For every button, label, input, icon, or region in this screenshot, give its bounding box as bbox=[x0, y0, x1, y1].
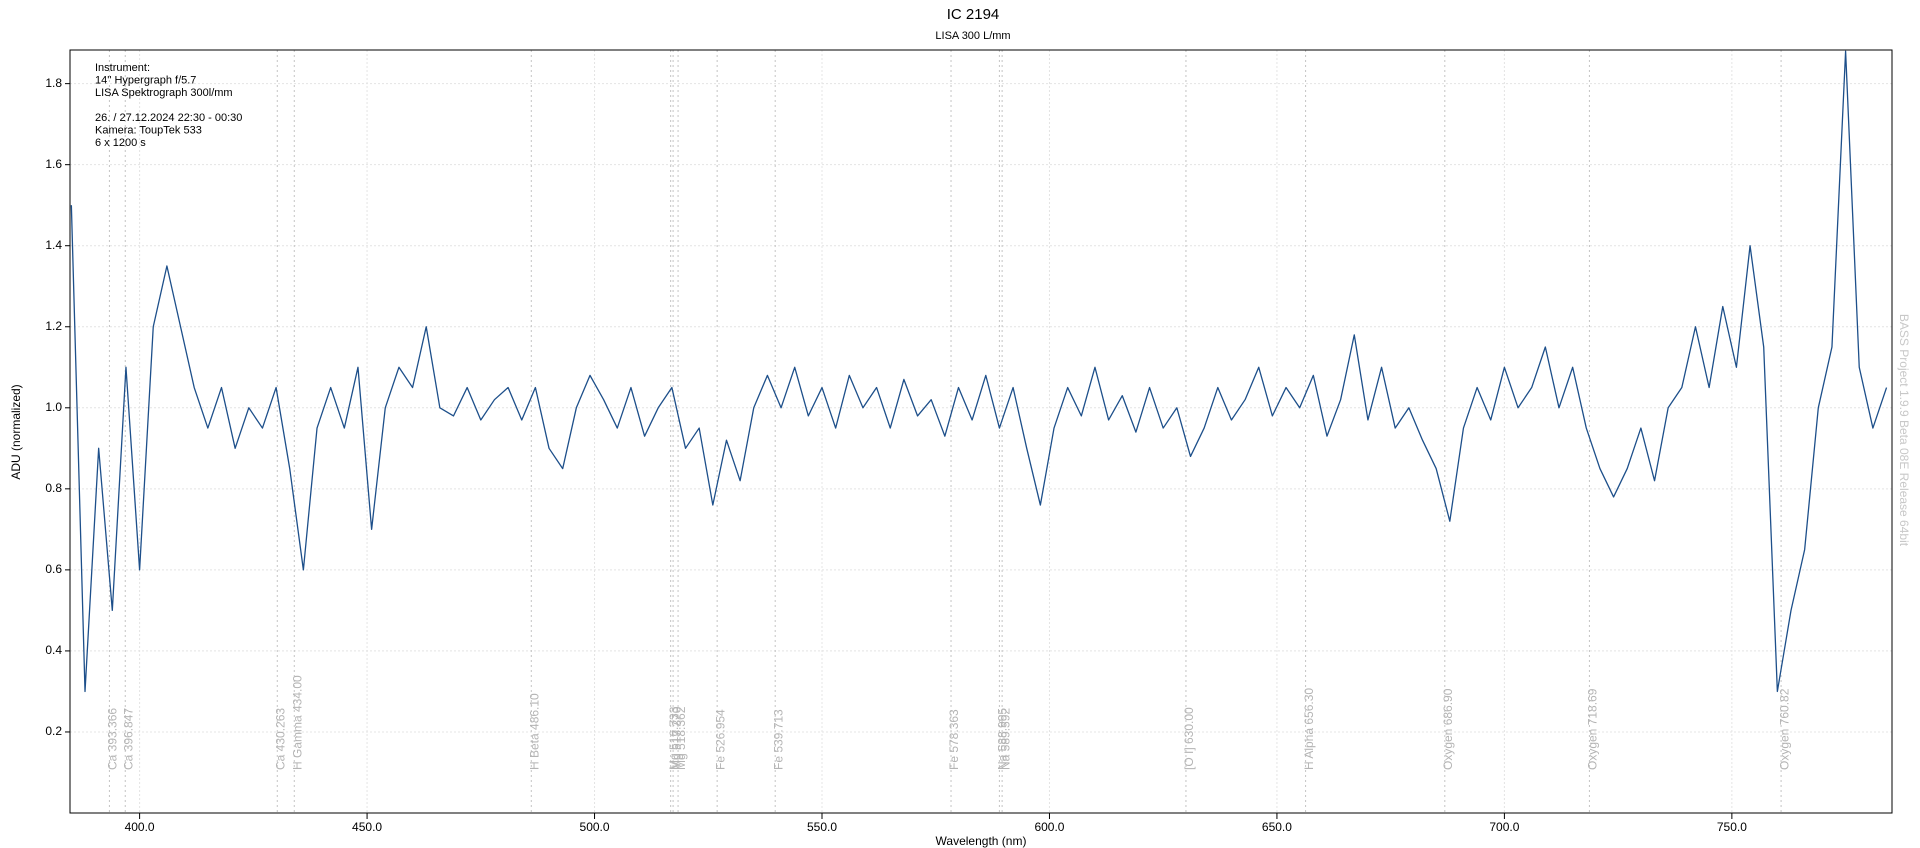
plot-frame bbox=[69, 49, 1893, 814]
y-tick-label: 0.8 bbox=[45, 481, 62, 495]
spectral-line-label: Na 588.995 bbox=[996, 708, 1010, 770]
spectral-line-label: Oxygen 760.82 bbox=[1777, 688, 1791, 770]
annotation-line: Instrument: bbox=[95, 62, 150, 74]
ticks: 0.2 0.4 0.6 0.8 1.0 1.2 1.4 1.6 1.8 400.0 450.0 500… bbox=[45, 76, 1747, 834]
annotation-line: LISA Spektrograph 300l/mm bbox=[95, 87, 233, 99]
plot-area bbox=[70, 50, 1888, 693]
spectral-line-label: Oxygen 718.69 bbox=[1586, 688, 1600, 770]
spectral-line-label: Mg 518.362 bbox=[674, 706, 688, 770]
spectral-line-label: [O I] 630.00 bbox=[1182, 707, 1196, 770]
annotation-line: 26. / 27.12.2024 22:30 - 00:30 bbox=[95, 112, 242, 124]
annotation-line: 6 x 1200 s bbox=[95, 137, 146, 149]
spectral-line-label: H Alpha 656.30 bbox=[1302, 688, 1316, 770]
spectral-line-label: Fe 578.363 bbox=[947, 709, 961, 770]
spectral-line-label: Ca 430.263 bbox=[273, 708, 287, 770]
x-tick-label: 500.0 bbox=[580, 820, 610, 834]
x-tick-label: 450.0 bbox=[352, 820, 382, 834]
chart-title: IC 2194 bbox=[947, 6, 1000, 23]
x-tick-label: 550.0 bbox=[807, 820, 837, 834]
y-tick-label: 1.0 bbox=[45, 400, 62, 414]
spectral-line-label: Na 589.592 bbox=[998, 708, 1012, 770]
spectral-line-label: Ca 396.847 bbox=[121, 708, 135, 770]
x-tick-label: 400.0 bbox=[125, 820, 155, 834]
x-tick-label: 650.0 bbox=[1262, 820, 1292, 834]
x-axis-label: Wavelength (nm) bbox=[936, 834, 1027, 848]
y-tick-label: 0.2 bbox=[45, 724, 62, 738]
spectral-line-label: Fe 539.713 bbox=[771, 709, 785, 770]
y-tick-label: 1.6 bbox=[45, 157, 62, 171]
spectral-line-label: Oxygen 686.90 bbox=[1441, 688, 1455, 770]
x-tick-label: 750.0 bbox=[1717, 820, 1747, 834]
y-tick-label: 0.6 bbox=[45, 562, 62, 576]
y-axis-label: ADU (normalized) bbox=[9, 384, 23, 479]
x-tick-label: 700.0 bbox=[1489, 820, 1519, 834]
grid bbox=[70, 50, 1892, 813]
y-tick-label: 1.4 bbox=[45, 238, 62, 252]
annotation-line: 14'' Hypergraph f/5.7 bbox=[95, 74, 196, 86]
x-tick-label: 600.0 bbox=[1034, 820, 1064, 834]
annotation-line: Kamera: ToupTek 533 bbox=[95, 124, 202, 136]
chart-subtitle: LISA 300 L/mm bbox=[935, 30, 1010, 42]
spectral-line-label: H Gamma 434.00 bbox=[290, 675, 304, 770]
watermark: BASS Project 1.9.9 Beta 08E Release 64bi… bbox=[1897, 314, 1911, 547]
y-tick-label: 1.2 bbox=[45, 319, 62, 333]
y-tick-label: 1.8 bbox=[45, 76, 62, 90]
spectral-line-label: Ca 393.366 bbox=[106, 708, 120, 770]
spectral-line-label: Mg 516.733 bbox=[667, 706, 681, 770]
spectrum-line bbox=[70, 50, 1888, 693]
spectral-line-label: Mg 517.270 bbox=[669, 706, 683, 770]
spectral-line-label: H Beta 486.10 bbox=[527, 693, 541, 770]
spectral-line-label: Fe 526.954 bbox=[713, 709, 727, 770]
line-markers: Ca 393.366 Ca 396.847 Ca 430.263 H Gamma 43… bbox=[106, 50, 1791, 813]
y-tick-label: 0.4 bbox=[45, 643, 62, 657]
